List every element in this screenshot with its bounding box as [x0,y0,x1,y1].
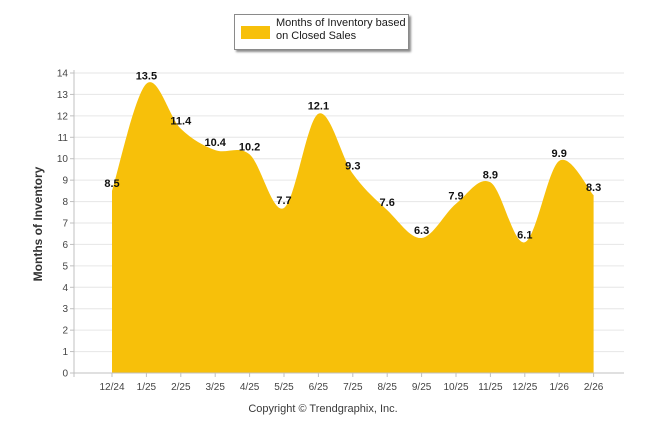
data-label: 7.7 [276,195,291,207]
x-tick-label: 1/26 [549,382,569,393]
data-label: 9.3 [345,161,360,173]
y-tick-label: 9 [62,176,68,187]
x-tick-label: 11/25 [478,382,503,393]
x-tick-label: 4/25 [240,382,260,393]
legend: Months of Inventory based on Closed Sale… [234,14,409,50]
x-tick-label: 12/25 [512,382,537,393]
y-tick-label: 12 [57,111,69,122]
y-axis-title: Months of Inventory [31,166,45,281]
data-label: 12.1 [308,101,329,113]
y-tick-label: 3 [62,304,68,315]
data-label: 8.5 [104,178,119,190]
x-tick-label: 8/25 [377,382,397,393]
x-tick-label: 6/25 [309,382,329,393]
x-tick-label: 9/25 [412,382,432,393]
y-tick-label: 8 [62,197,68,208]
legend-label: Months of Inventory based on Closed Sale… [276,17,406,42]
x-tick-label: 12/24 [99,382,124,393]
area-series [112,82,594,373]
x-tick-label: 1/25 [137,382,157,393]
copyright-text: Copyright © Trendgraphix, Inc. [248,403,398,415]
y-tick-label: 4 [62,283,68,294]
y-tick-label: 0 [62,369,68,380]
data-label: 7.6 [380,197,395,209]
x-tick-label: 7/25 [343,382,363,393]
data-label: 6.3 [414,225,429,237]
x-tick-label: 10/25 [443,382,468,393]
x-tick-label: 2/26 [584,382,604,393]
x-tick-label: 5/25 [274,382,294,393]
data-label: 8.3 [586,182,601,194]
y-tick-label: 13 [57,90,69,101]
y-tick-label: 2 [62,326,68,337]
data-label: 6.1 [517,229,532,241]
x-tick-label: 3/25 [205,382,225,393]
data-label: 7.9 [448,191,463,203]
y-tick-label: 6 [62,240,68,251]
data-labels: 8.5 13.5 11.4 10.4 10.2 7.7 12.1 9.3 7.6 6.3 7.9 8.… [104,71,601,242]
data-label: 10.4 [204,137,226,149]
data-label: 11.4 [170,116,192,128]
x-tick-label: 2/25 [171,382,191,393]
y-tick-label: 7 [62,219,68,230]
y-tick-label: 14 [57,69,69,80]
area-series-fill [112,82,594,373]
x-axis-ticks: 12/24 1/25 2/25 3/25 4/25 5/25 6/25 7/25 8/25 9/2… [99,373,604,393]
data-label: 8.9 [483,169,498,181]
y-tick-label: 10 [57,154,69,165]
y-tick-label: 5 [62,261,68,272]
data-label: 10.2 [239,141,260,153]
data-label: 13.5 [136,71,157,83]
y-tick-label: 11 [58,133,69,144]
data-label: 9.9 [552,148,567,160]
y-tick-label: 1 [62,347,68,358]
legend-swatch [241,26,270,39]
